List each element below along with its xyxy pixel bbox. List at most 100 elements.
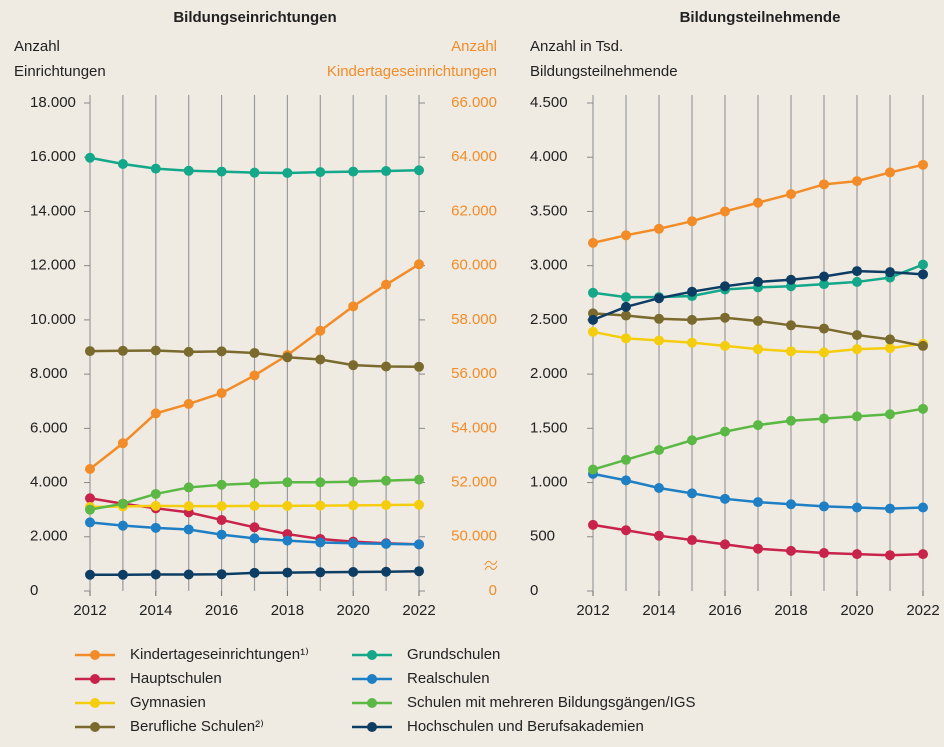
data-point [414, 361, 424, 372]
data-point [621, 230, 631, 241]
data-point [621, 333, 631, 344]
data-point [117, 159, 128, 169]
data-point [183, 524, 194, 535]
y-axis-label: Anzahl [14, 38, 60, 55]
data-point [381, 538, 392, 549]
y-tick-label: 6.000 [30, 419, 68, 436]
x-tick-label: 2016 [708, 602, 741, 619]
data-point [885, 267, 895, 278]
data-point [687, 535, 697, 546]
data-point [381, 475, 392, 486]
data-point [348, 567, 359, 578]
y2-tick-label: 54.000 [451, 419, 497, 436]
y-tick-label: 500 [530, 528, 555, 545]
data-point [654, 313, 664, 324]
data-point [249, 347, 260, 358]
data-point [720, 281, 730, 292]
data-point [414, 499, 424, 510]
y-tick-label: 2.000 [530, 365, 568, 382]
data-point [885, 503, 895, 514]
y-tick-label: 10.000 [30, 311, 76, 328]
data-point [852, 176, 862, 187]
data-point [414, 165, 424, 176]
data-point [414, 539, 424, 550]
data-point [249, 167, 260, 178]
x-tick-label: 2012 [73, 602, 106, 619]
data-point [852, 549, 862, 560]
data-point [216, 529, 227, 540]
data-point [621, 301, 631, 312]
y-tick-label: 18.000 [30, 94, 76, 111]
data-point [150, 408, 161, 419]
data-point [117, 345, 128, 356]
data-point [786, 320, 796, 331]
data-point [753, 543, 763, 554]
y-axis-label: Anzahl in Tsd. [530, 38, 623, 55]
data-point [85, 517, 95, 528]
data-point [282, 567, 293, 578]
data-point [117, 438, 128, 449]
data-point [654, 482, 664, 493]
data-point [588, 464, 598, 475]
y-tick-label: 0 [530, 582, 538, 599]
legend-swatch-dot [367, 674, 377, 684]
x-tick-label: 2014 [139, 602, 172, 619]
data-point [216, 388, 227, 399]
y-tick-label: 0 [30, 582, 38, 599]
legend-label: Gymnasien [130, 694, 206, 711]
data-point [381, 361, 392, 372]
data-point [786, 189, 796, 200]
data-point [720, 493, 730, 504]
y-tick-label: 4.000 [30, 474, 68, 491]
data-point [753, 420, 763, 431]
data-point [85, 504, 95, 515]
data-point [654, 335, 664, 346]
data-point [852, 330, 862, 341]
data-point [249, 500, 260, 511]
data-point [183, 165, 194, 176]
data-point [216, 569, 227, 580]
data-point [918, 340, 928, 351]
legend-label: Grundschulen [407, 646, 500, 663]
data-point [315, 477, 326, 488]
y2-tick-label: 66.000 [451, 94, 497, 111]
y-axis-label: Einrichtungen [14, 63, 106, 80]
data-point [819, 347, 829, 358]
y-axis-label: Bildungsteilnehmende [530, 63, 678, 80]
y2-tick-label: 56.000 [451, 365, 497, 382]
data-point [348, 500, 359, 511]
y-tick-label: 2.000 [30, 528, 68, 545]
data-point [150, 488, 161, 499]
data-point [183, 398, 194, 409]
data-point [150, 163, 161, 174]
data-point [381, 500, 392, 511]
data-point [786, 499, 796, 510]
y-tick-label: 2.500 [530, 311, 568, 328]
data-point [819, 271, 829, 282]
axis-break [484, 565, 498, 571]
legend-label: Berufliche Schulen²⁾ [130, 718, 264, 735]
data-point [85, 493, 95, 504]
data-point [282, 535, 293, 546]
y-tick-label: 4.000 [530, 148, 568, 165]
data-point [315, 325, 326, 336]
data-point [720, 426, 730, 437]
data-point [687, 435, 697, 446]
data-point [753, 315, 763, 326]
data-point [753, 497, 763, 508]
data-point [85, 464, 95, 474]
legend-label: Realschulen [407, 670, 490, 687]
y-tick-label: 3.500 [530, 202, 568, 219]
data-point [249, 567, 260, 578]
data-point [588, 287, 598, 298]
data-point [654, 223, 664, 234]
legend-label: Kindertageseinrichtungen¹⁾ [130, 646, 309, 663]
data-point [753, 344, 763, 355]
data-point [216, 166, 227, 177]
data-point [588, 326, 598, 337]
data-point [183, 569, 194, 580]
legend-label: Schulen mit mehreren Bildungsgängen/IGS [407, 694, 696, 711]
data-point [753, 276, 763, 287]
